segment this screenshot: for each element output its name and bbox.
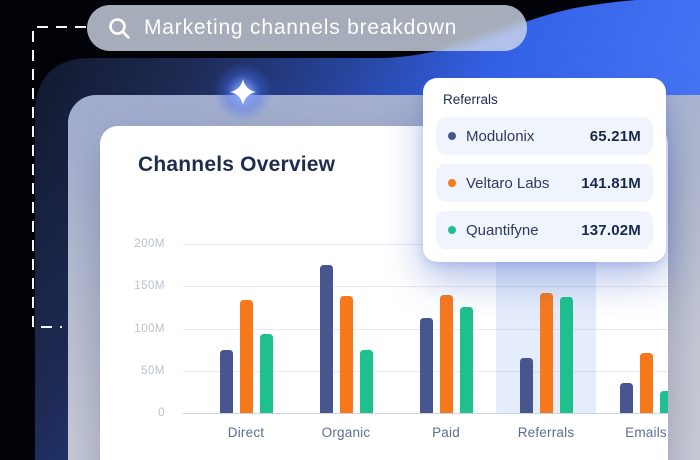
bar-referrals-modulonix[interactable] xyxy=(519,357,533,413)
tooltip-series-value: 141.81M xyxy=(581,174,641,192)
chart-title: Channels Overview xyxy=(138,153,336,176)
category-label-referrals: Referrals xyxy=(517,425,575,440)
category-label-direct: Direct xyxy=(227,425,265,440)
tooltip-rows: Modulonix 65.21M Veltaro Labs 141.81M Quanti… xyxy=(436,117,653,249)
bar-paid-veltaro-labs[interactable] xyxy=(439,294,453,413)
bar-direct-modulonix[interactable] xyxy=(219,349,233,413)
bar-emails-veltaro-labs[interactable] xyxy=(639,353,653,413)
search-input[interactable]: Marketing channels breakdown xyxy=(87,5,527,51)
category-label-emails: Emails xyxy=(625,425,667,440)
legend-dot-icon-veltaro-labs xyxy=(448,179,456,187)
dashed-selection-bracket xyxy=(32,26,86,328)
y-tick-label-200M: 200M xyxy=(134,238,165,250)
tooltip-row-quantifyne: Quantifyne 137.02M xyxy=(436,211,653,249)
tooltip-row-modulonix: Modulonix 65.21M xyxy=(436,117,653,155)
bar-organic-veltaro-labs[interactable] xyxy=(339,296,353,413)
bar-direct-quantifyne[interactable] xyxy=(259,334,273,413)
search-query-text: Marketing channels breakdown xyxy=(144,16,458,39)
gridline-0 xyxy=(183,413,668,414)
bar-emails-quantifyne[interactable] xyxy=(659,391,668,413)
bar-referrals-veltaro-labs[interactable] xyxy=(539,293,553,413)
bar-group-organic xyxy=(296,244,396,413)
legend-dot-icon-quantifyne xyxy=(448,226,456,234)
legend-dot-icon-modulonix xyxy=(448,132,456,140)
tooltip-series-name: Quantifyne xyxy=(466,221,539,239)
x-axis: Direct Organic Paid Referrals Emails xyxy=(196,425,668,440)
highlight-band-referrals xyxy=(496,244,596,413)
y-tick-label-150M: 150M xyxy=(134,280,165,293)
category-label-paid: Paid xyxy=(432,425,460,440)
y-tick-label-0: 0 xyxy=(158,407,165,419)
bar-organic-modulonix[interactable] xyxy=(319,265,333,413)
tooltip-series-name: Veltaro Labs xyxy=(466,174,550,192)
tooltip-row-veltaro-labs: Veltaro Labs 141.81M xyxy=(436,164,653,202)
bar-group-direct xyxy=(196,244,296,413)
plot-area xyxy=(183,244,668,414)
search-icon xyxy=(109,17,130,39)
tooltip-title: Referrals xyxy=(443,92,498,107)
chart-card: Channels Overview 200M 150M 100M 50M 0 Direc… xyxy=(100,126,668,460)
y-tick-label-50M: 50M xyxy=(141,364,165,377)
tooltip-series-value: 137.02M xyxy=(581,221,641,239)
sparkle-icon xyxy=(230,79,256,105)
bar-group-paid xyxy=(396,244,496,413)
tooltip-series-name: Modulonix xyxy=(466,127,535,145)
y-axis: 200M 150M 100M 50M 0 xyxy=(134,238,165,419)
tooltip-series-value: 65.21M xyxy=(589,127,641,145)
y-tick-label-100M: 100M xyxy=(134,322,165,335)
category-label-organic: Organic xyxy=(321,425,371,440)
bar-paid-quantifyne[interactable] xyxy=(459,306,473,413)
bar-organic-quantifyne[interactable] xyxy=(359,350,373,413)
bar-emails-modulonix[interactable] xyxy=(619,382,633,413)
gridline-150M xyxy=(183,286,668,288)
chart-tooltip: Referrals Modulonix 65.21M Veltaro Labs 141… xyxy=(423,78,666,262)
bar-group-emails xyxy=(596,244,668,413)
bar-groups xyxy=(196,244,668,413)
bar-paid-modulonix[interactable] xyxy=(419,318,433,413)
bar-referrals-quantifyne[interactable] xyxy=(559,297,573,413)
bar-direct-veltaro-labs[interactable] xyxy=(239,299,253,413)
